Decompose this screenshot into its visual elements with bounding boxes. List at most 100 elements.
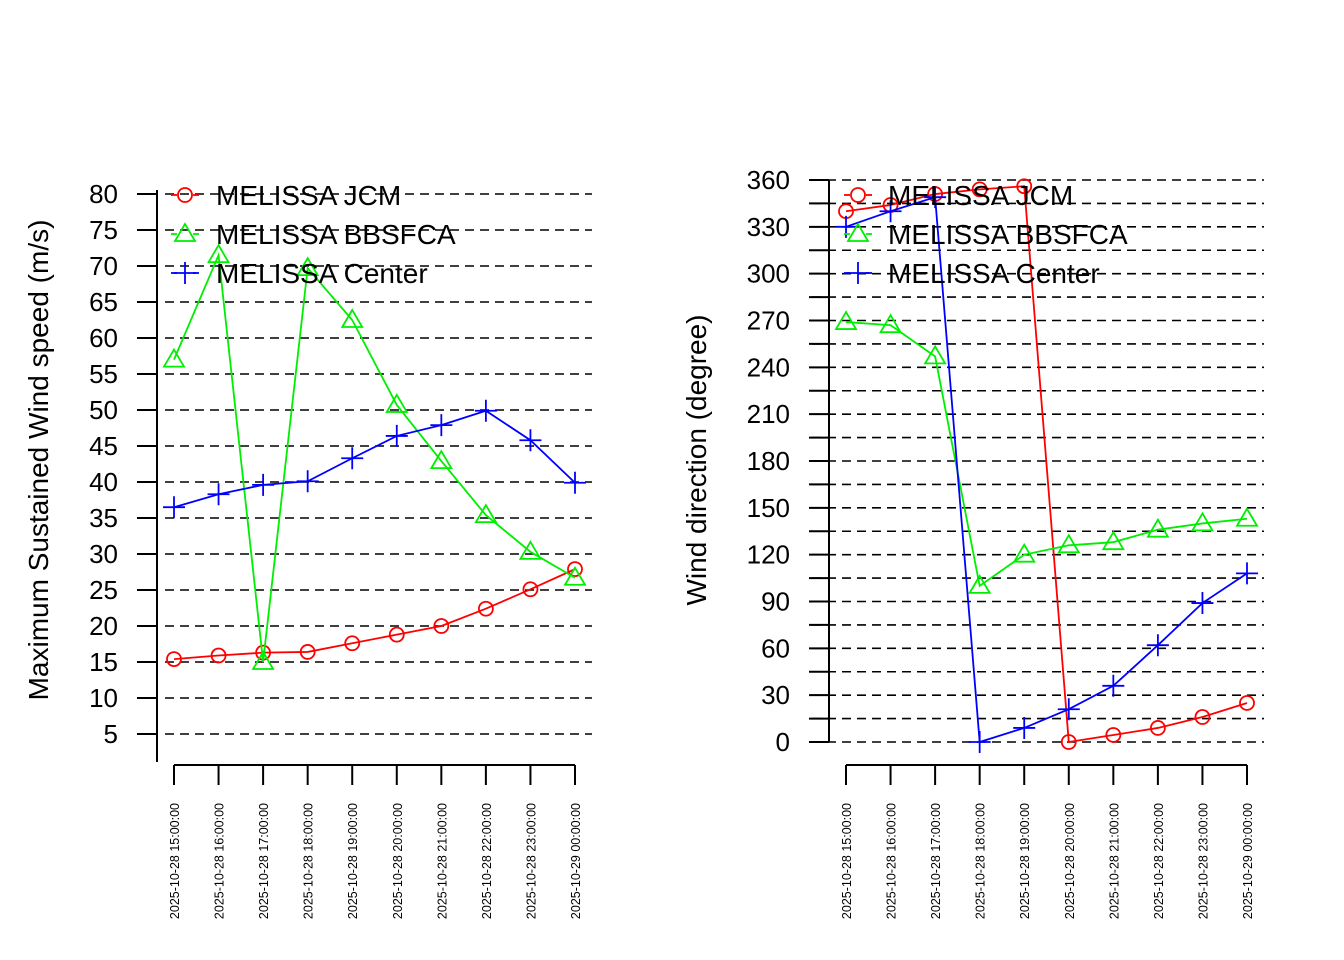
legend-label: MELISSA BBSFCA (888, 219, 1128, 250)
data-point (968, 574, 992, 594)
y-tick-label: 70 (89, 251, 118, 281)
x-tick-label: 2025-10-28 16:00:00 (213, 803, 227, 919)
data-point (385, 424, 408, 447)
data-point (299, 644, 316, 660)
data-point (924, 186, 947, 209)
y-tick-label: 45 (89, 431, 118, 461)
y-tick-label: 150 (747, 493, 790, 523)
y-tick-label: 80 (89, 179, 118, 209)
legend-label: MELISSA Center (888, 258, 1100, 289)
series-melissa-jcm (166, 561, 583, 668)
y-tick-label: 5 (104, 719, 118, 749)
data-point (1146, 634, 1169, 657)
legend-marker (847, 262, 869, 284)
y-tick-label: 75 (89, 215, 118, 245)
y-tick-label: 40 (89, 467, 118, 497)
data-point (344, 635, 361, 652)
data-point (834, 310, 858, 330)
x-tick-label: 2025-10-29 00:00:00 (569, 803, 583, 919)
y-tick-label: 90 (761, 587, 790, 617)
data-point (878, 313, 903, 334)
x-tick-label: 2025-10-29 00:00:00 (1241, 803, 1255, 919)
data-point (1191, 592, 1214, 615)
data-point (1146, 517, 1170, 538)
series-line (173, 251, 576, 663)
data-point (522, 581, 539, 598)
data-point (166, 651, 182, 668)
y-tick-label: 60 (761, 633, 790, 663)
data-point (474, 503, 498, 524)
data-point (296, 256, 320, 277)
y-tick-label: 0 (776, 727, 790, 757)
legend-marker (173, 222, 197, 242)
data-point (340, 308, 364, 328)
series-melissa-bbsfca (162, 243, 587, 670)
data-point (388, 626, 405, 643)
data-point (879, 200, 902, 223)
x-tick-label: 2025-10-28 20:00:00 (1063, 803, 1077, 919)
y-tick-label: 55 (89, 359, 118, 389)
data-point (206, 243, 231, 264)
data-point (1013, 716, 1036, 739)
y-tick-label: 120 (747, 540, 790, 570)
legend-marker (174, 262, 196, 284)
legend: MELISSA JCM MELISSA BBSFCA MELISSA Center (844, 180, 1128, 289)
data-point (968, 731, 991, 753)
x-tick-label: 2025-10-28 23:00:00 (1196, 803, 1210, 919)
y-tick-label: 30 (761, 680, 790, 710)
chart-panel-1: 5 10 15 20 25 30 35 40 45 50 55 60 65 70 75 80 2025-10-2… (23, 179, 592, 919)
y-tick-label: 15 (89, 647, 118, 677)
data-point (1012, 542, 1036, 563)
x-tick-label: 2025-10-28 18:00:00 (302, 803, 316, 919)
data-point (251, 650, 275, 670)
legend-label: MELISSA JCM (216, 180, 401, 211)
series-line (173, 568, 576, 661)
data-point (519, 429, 542, 452)
data-point (433, 618, 450, 634)
y-tick-label: 50 (89, 395, 118, 425)
y-tick-label: 270 (747, 306, 790, 336)
x-tick-label: 2025-10-28 15:00:00 (840, 803, 854, 919)
data-point (1236, 562, 1258, 585)
data-point (341, 447, 364, 470)
data-point (252, 473, 275, 496)
x-tick-label: 2025-10-28 17:00:00 (929, 803, 943, 919)
x-tick-label: 2025-10-28 18:00:00 (974, 803, 988, 919)
series-line (173, 409, 576, 509)
series-melissa-center (835, 186, 1258, 753)
y-tick-label: 35 (89, 503, 118, 533)
series-melissa-bbsfca (834, 310, 1259, 594)
data-point (477, 600, 494, 617)
legend-marker (850, 187, 866, 203)
data-point (923, 344, 947, 365)
data-point (385, 393, 409, 413)
data-point (1057, 533, 1081, 554)
y-axis-label: Wind direction (degree) (681, 314, 712, 605)
x-tick-label: 2025-10-28 21:00:00 (1107, 803, 1121, 919)
y-tick-label: 30 (89, 539, 118, 569)
x-tick-label: 2025-10-28 23:00:00 (524, 803, 538, 919)
data-point (430, 414, 453, 437)
data-point (971, 181, 988, 198)
data-point (1102, 674, 1125, 697)
data-point (564, 471, 586, 494)
data-point (1190, 511, 1215, 532)
chart-panel-2: 0 30 60 90 120 150 180 210 240 270 300 330 360 2025-1… (681, 165, 1264, 919)
data-point (207, 483, 230, 506)
x-tick-label: 2025-10-28 16:00:00 (885, 803, 899, 919)
data-point (1057, 698, 1080, 721)
x-tick-label: 2025-10-28 22:00:00 (1152, 803, 1166, 919)
series-melissa-jcm (838, 178, 1255, 750)
data-point (1235, 506, 1259, 527)
x-tick-label: 2025-10-28 19:00:00 (346, 803, 360, 919)
y-tick-label: 180 (747, 446, 790, 476)
data-point (162, 347, 186, 368)
data-point (1105, 727, 1122, 743)
data-point (563, 565, 587, 586)
y-tick-label: 20 (89, 611, 118, 641)
data-point (474, 399, 497, 422)
data-point (1101, 530, 1125, 551)
y-tick-label: 25 (89, 575, 118, 605)
data-point (1149, 720, 1166, 736)
